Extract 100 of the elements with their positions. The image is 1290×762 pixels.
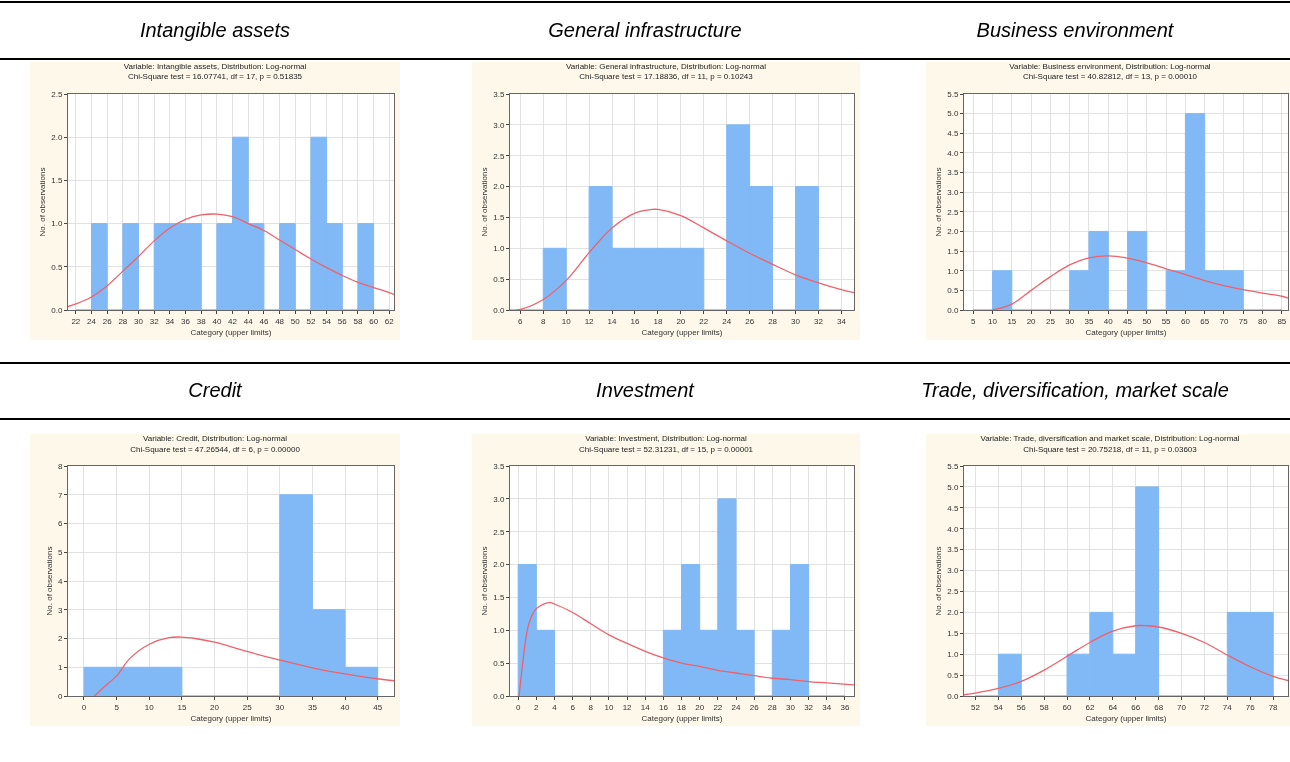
y-tick-label: 2.5 bbox=[947, 587, 959, 597]
x-tick-label: 25 bbox=[1045, 316, 1056, 326]
x-tick-label: 20 bbox=[695, 702, 705, 712]
x-tick-label: 20 bbox=[1026, 316, 1037, 326]
x-tick-label: 28 bbox=[768, 316, 778, 326]
y-axis-title: No. of observations bbox=[933, 546, 943, 616]
x-tick-label: 36 bbox=[840, 702, 850, 712]
x-tick-label: 10 bbox=[604, 702, 614, 712]
x-tick-label: 44 bbox=[243, 316, 254, 326]
x-tick-label: 85 bbox=[1277, 316, 1287, 326]
x-tick-label: 52 bbox=[306, 316, 316, 326]
y-tick-label: 3.0 bbox=[947, 187, 959, 197]
y-tick-label: 2.0 bbox=[493, 182, 505, 192]
x-tick-label: 12 bbox=[584, 316, 595, 326]
y-tick-label: 5 bbox=[57, 548, 63, 558]
y-tick-label: 3.5 bbox=[493, 89, 505, 99]
x-tick-label: 10 bbox=[988, 316, 998, 326]
x-tick-label: 70 bbox=[1219, 316, 1229, 326]
x-tick-label: 56 bbox=[1016, 702, 1027, 712]
x-tick-label: 58 bbox=[353, 316, 363, 326]
y-tick-label: 0.5 bbox=[51, 262, 63, 272]
x-tick-label: 26 bbox=[749, 702, 760, 712]
chart-title: Trade, diversification, market scale bbox=[920, 378, 1230, 403]
x-tick-label: 22 bbox=[699, 316, 709, 326]
y-tick-label: 3.5 bbox=[493, 461, 505, 471]
y-tick-label: 2.0 bbox=[493, 560, 505, 570]
y-tick-label: 0.0 bbox=[493, 691, 505, 701]
text: Chi-Square test = 20.75218, df = 11, p = 0.03603 bbox=[1023, 444, 1198, 454]
y-tick-label: 0.5 bbox=[947, 286, 959, 296]
y-tick-label: 0.5 bbox=[493, 658, 505, 668]
x-tick-label: 30 bbox=[1065, 316, 1075, 326]
chart-subtitle: Variable: Intangible assets, Distribution: Log-normal bbox=[123, 61, 307, 71]
x-tick-label: 14 bbox=[640, 702, 651, 712]
x-tick-label: 34 bbox=[822, 702, 832, 712]
y-tick-label: 0.5 bbox=[493, 274, 505, 284]
x-tick-label: 62 bbox=[1085, 702, 1095, 712]
y-tick-label: 2 bbox=[57, 634, 63, 644]
x-tick-label: 10 bbox=[144, 702, 155, 712]
y-tick-label: 2.5 bbox=[51, 89, 63, 99]
y-tick-label: 1.5 bbox=[51, 176, 63, 186]
y-tick-label: 7 bbox=[57, 490, 63, 500]
x-tick-label: 32 bbox=[804, 702, 814, 712]
x-tick-label: 32 bbox=[149, 316, 160, 326]
y-tick-label: 4.5 bbox=[947, 503, 959, 513]
y-tick-label: 2.0 bbox=[947, 608, 959, 618]
y-axis-title: No. of observations bbox=[479, 167, 489, 237]
x-tick-label: 64 bbox=[1108, 702, 1118, 712]
y-tick-label: 3.0 bbox=[493, 494, 505, 504]
x-tick-label: 2 bbox=[534, 702, 540, 712]
y-tick-label: 1.0 bbox=[947, 649, 959, 659]
x-tick-label: 66 bbox=[1131, 702, 1141, 712]
x-tick-label: 50 bbox=[290, 316, 301, 326]
y-tick-label: 2.5 bbox=[493, 527, 505, 537]
y-tick-label: 2.5 bbox=[947, 207, 959, 217]
x-tick-label: 20 bbox=[210, 702, 220, 712]
x-tick-label: 32 bbox=[814, 316, 824, 326]
x-tick-label: 16 bbox=[658, 702, 669, 712]
y-tick-label: 4.0 bbox=[947, 148, 959, 158]
y-tick-label: 0.5 bbox=[947, 670, 959, 680]
x-tick-label: 5 bbox=[114, 702, 120, 712]
y-tick-label: 1.5 bbox=[947, 246, 959, 256]
x-tick-label: 4 bbox=[552, 702, 558, 712]
x-tick-label: 0 bbox=[81, 702, 87, 712]
x-tick-label: 46 bbox=[259, 316, 269, 326]
chart-subtitle: Variable: General infrastructure, Distribution: Log-normal bbox=[566, 61, 767, 71]
chart-subtitle: Variable: Investment, Distribution: Log-normal bbox=[585, 434, 748, 444]
x-tick-label: 24 bbox=[87, 316, 97, 326]
y-tick-label: 3 bbox=[57, 605, 63, 615]
x-tick-label: 28 bbox=[767, 702, 778, 712]
y-tick-label: 0.0 bbox=[51, 305, 63, 315]
x-tick-label: 48 bbox=[275, 316, 285, 326]
y-tick-label: 0 bbox=[57, 691, 63, 701]
x-tick-label: 40 bbox=[1103, 316, 1114, 326]
chart-title: General infrastructure bbox=[547, 18, 743, 43]
x-tick-label: 5 bbox=[971, 316, 977, 326]
x-axis-title: Category (upper limits) bbox=[190, 327, 272, 337]
x-tick-label: 22 bbox=[713, 702, 723, 712]
x-tick-label: 35 bbox=[307, 702, 318, 712]
x-tick-label: 76 bbox=[1245, 702, 1256, 712]
x-axis-title: Category (upper limits) bbox=[641, 713, 723, 723]
y-axis-title: No. of observations bbox=[479, 546, 489, 616]
x-tick-label: 15 bbox=[1007, 316, 1017, 326]
x-axis-title: Category (upper limits) bbox=[641, 327, 723, 337]
x-tick-label: 8 bbox=[588, 702, 594, 712]
x-tick-label: 30 bbox=[791, 316, 801, 326]
x-tick-label: 52 bbox=[971, 702, 981, 712]
x-tick-label: 68 bbox=[1154, 702, 1164, 712]
x-tick-label: 25 bbox=[242, 702, 253, 712]
x-tick-label: 60 bbox=[1062, 702, 1073, 712]
y-tick-label: 1.5 bbox=[947, 629, 959, 639]
x-tick-label: 45 bbox=[1123, 316, 1133, 326]
y-tick-label: 0.0 bbox=[947, 305, 959, 315]
y-tick-label: 4.5 bbox=[947, 129, 959, 139]
x-tick-label: 8 bbox=[541, 316, 547, 326]
x-tick-label: 70 bbox=[1177, 702, 1187, 712]
y-tick-label: 1.0 bbox=[493, 626, 505, 636]
x-tick-label: 55 bbox=[1161, 316, 1172, 326]
chart-subtitle: Variable: Business environment, Distribution: Log-normal bbox=[1009, 61, 1211, 71]
x-tick-label: 18 bbox=[653, 316, 663, 326]
y-tick-label: 1.0 bbox=[51, 219, 63, 229]
